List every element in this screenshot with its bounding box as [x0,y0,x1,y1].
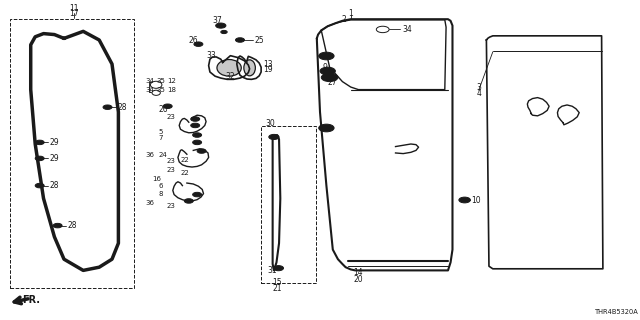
Circle shape [163,104,172,108]
Text: [: [ [148,82,153,94]
Bar [261,126,316,283]
Text: 19: 19 [264,65,273,74]
Circle shape [459,197,470,203]
Text: 7: 7 [159,135,163,140]
Text: 20: 20 [353,275,363,284]
Text: 26: 26 [189,36,198,45]
Circle shape [321,73,338,82]
Circle shape [221,30,227,34]
Text: 29: 29 [50,154,60,163]
Circle shape [103,105,112,109]
Circle shape [197,149,206,153]
Text: 24: 24 [159,152,168,158]
Text: 28: 28 [68,221,77,230]
Text: 2: 2 [341,15,346,24]
Circle shape [191,123,200,128]
Text: 36: 36 [146,152,155,158]
Text: 1: 1 [348,9,353,18]
Text: 13: 13 [264,60,273,68]
Text: 23: 23 [166,204,175,209]
Circle shape [319,124,334,132]
Circle shape [194,42,203,46]
Text: 35: 35 [157,87,166,93]
Circle shape [35,140,44,145]
Text: 6: 6 [159,183,163,189]
Text: 34: 34 [146,87,155,93]
Text: THR4B5320A: THR4B5320A [595,309,639,315]
Text: 17: 17 [68,9,79,18]
Text: 12: 12 [167,78,176,84]
Text: 32: 32 [225,72,235,81]
Circle shape [193,133,202,137]
Text: 21: 21 [273,284,282,293]
Text: 23: 23 [166,114,175,120]
Ellipse shape [244,60,255,76]
Circle shape [273,266,284,271]
Text: 8: 8 [159,191,163,196]
Text: 25: 25 [254,36,264,44]
Text: 22: 22 [180,170,189,176]
Text: 33: 33 [206,51,216,60]
Text: 35: 35 [157,78,166,84]
Text: 31: 31 [268,266,277,275]
Text: 23: 23 [166,158,175,164]
Text: 29: 29 [50,138,60,147]
Text: 27: 27 [328,78,337,87]
Text: FR.: FR. [22,295,40,305]
Text: 28: 28 [118,103,127,112]
Bar [10,19,134,288]
Text: 28: 28 [50,181,60,190]
Text: 16: 16 [152,176,161,182]
Circle shape [269,134,279,140]
Text: 10: 10 [472,196,481,204]
Circle shape [216,23,226,28]
Circle shape [184,199,193,203]
Text: 26: 26 [159,105,168,114]
Text: 34: 34 [146,78,155,84]
Text: 30: 30 [266,119,275,128]
Text: 23: 23 [166,167,175,173]
Text: 36: 36 [146,200,155,206]
Circle shape [35,183,44,188]
Text: 4: 4 [476,89,481,98]
Text: 37: 37 [212,16,223,25]
Circle shape [236,38,244,42]
Text: 11: 11 [69,4,78,12]
Text: 15: 15 [272,278,282,287]
Circle shape [319,52,334,60]
Text: 5: 5 [159,129,163,135]
Text: 14: 14 [353,268,363,277]
Circle shape [35,156,44,161]
Circle shape [53,223,62,228]
Text: 9: 9 [323,63,328,72]
Circle shape [320,67,335,75]
Circle shape [193,192,202,197]
Circle shape [193,140,202,145]
Text: 22: 22 [180,157,189,163]
Ellipse shape [217,60,241,76]
Text: 3: 3 [476,83,481,92]
Text: 34: 34 [402,25,412,34]
Text: 18: 18 [167,87,176,93]
Circle shape [191,117,200,121]
